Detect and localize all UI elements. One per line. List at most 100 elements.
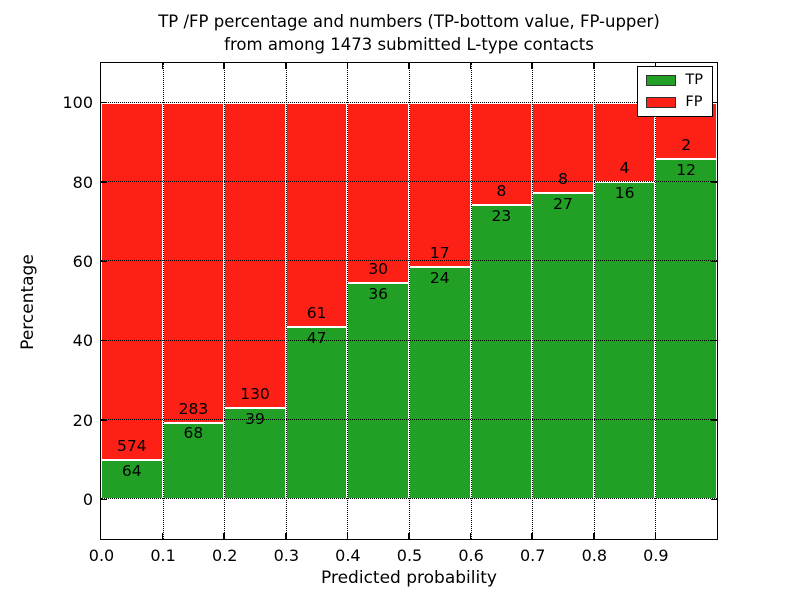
- x-tick-mark-top: [161, 63, 164, 69]
- vertical-gridline: [655, 63, 657, 539]
- tp-bar-segment: [655, 159, 717, 500]
- fp-count-label: 2: [681, 136, 692, 155]
- vertical-gridline: [409, 63, 410, 539]
- fp-count-label: 8: [558, 170, 568, 189]
- x-tick-label: 0.0: [88, 546, 115, 565]
- fp-bar-segment: [162, 102, 225, 423]
- y-tick-label: 100: [62, 93, 93, 113]
- legend-label-fp: FP: [685, 94, 703, 110]
- x-tick-mark-bottom: [408, 533, 410, 539]
- fp-bar-segment: [532, 102, 594, 194]
- x-tick-mark-top: [346, 63, 349, 69]
- fp-count-label: 130: [240, 384, 270, 403]
- x-tick-mark-top: [408, 63, 410, 69]
- x-tick-mark-top: [285, 63, 287, 69]
- tp-bar-segment: [285, 326, 348, 500]
- y-tick-mark-right: [711, 339, 717, 342]
- x-tick-mark-bottom: [346, 533, 349, 539]
- legend-item-tp: TP: [646, 73, 703, 88]
- y-tick-label: 60: [72, 251, 93, 271]
- x-axis-label: Predicted probability: [321, 568, 497, 588]
- vertical-gridline: [470, 63, 472, 539]
- tp-bar-segment: [347, 282, 409, 500]
- legend-label-tp: TP: [685, 72, 703, 88]
- fp-count-label: 8: [496, 182, 507, 201]
- fp-count-label: 4: [619, 159, 630, 177]
- x-tick-label: 0.2: [211, 546, 238, 565]
- fp-bar-segment: [470, 102, 533, 206]
- y-tick-label: 80: [72, 172, 93, 192]
- x-tick-mark-bottom: [161, 533, 164, 539]
- plot-area: 574 64 283 68 130 39 61 47 30 36 17 24 8 23 8 27 4 16 2 12 …: [100, 62, 718, 540]
- fp-bar-segment: [347, 102, 409, 283]
- tp-count-label: 27: [553, 195, 573, 214]
- x-tick-mark-bottom: [654, 533, 657, 539]
- y-tick-mark-left: [101, 498, 107, 501]
- fp-count-label: 61: [306, 303, 327, 322]
- y-tick-mark-right: [711, 181, 717, 183]
- tp-count-label: 39: [245, 409, 265, 428]
- fp-count-label: 574: [117, 436, 147, 455]
- vertical-gridline: [162, 63, 164, 539]
- tp-bar-segment: [532, 193, 594, 500]
- tp-count-label: 12: [676, 161, 697, 180]
- y-tick-label: 40: [72, 331, 93, 351]
- x-tick-mark-bottom: [223, 533, 225, 539]
- chart-title-line2: from among 1473 submitted L-type contact…: [224, 35, 594, 54]
- vertical-gridline: [347, 63, 349, 539]
- x-tick-mark-top: [223, 63, 225, 69]
- y-tick-mark-left: [101, 101, 107, 104]
- y-tick-mark-right: [711, 419, 717, 421]
- fp-bar-segment: [409, 102, 471, 268]
- legend: TP FP: [637, 66, 713, 117]
- y-tick-label: 0: [82, 489, 93, 509]
- fp-count-label: 283: [178, 399, 209, 418]
- legend-item-fp: FP: [646, 95, 703, 110]
- fp-count-label: 17: [429, 244, 450, 263]
- y-tick-mark-left: [101, 339, 107, 342]
- vertical-gridline: [285, 63, 287, 539]
- x-tick-label: 0.5: [396, 546, 423, 565]
- x-tick-label: 0.4: [335, 546, 361, 565]
- x-tick-mark-bottom: [593, 533, 595, 539]
- fp-bar-segment: [224, 102, 286, 408]
- vertical-gridline: [593, 63, 595, 539]
- x-tick-label: 0.9: [643, 546, 669, 565]
- tp-count-label: 47: [306, 328, 327, 347]
- tp-bar-segment: [101, 459, 163, 500]
- tp-count-label: 16: [614, 184, 635, 202]
- tp-bar-segment: [224, 407, 286, 500]
- y-tick-mark-left: [101, 419, 107, 421]
- tp-bar-segment: [470, 205, 533, 500]
- tp-count-label: 23: [491, 207, 512, 226]
- y-tick-mark-right: [711, 498, 717, 501]
- tp-count-label: 68: [183, 424, 204, 443]
- fp-swatch: [646, 97, 677, 108]
- chart-title-line1: TP /FP percentage and numbers (TP-bottom…: [158, 12, 660, 31]
- x-tick-label: 0.6: [458, 546, 484, 565]
- x-tick-mark-bottom: [285, 533, 287, 539]
- fp-bar-segment: [101, 102, 163, 460]
- x-tick-mark-top: [469, 63, 472, 69]
- tp-count-label: 24: [429, 269, 450, 288]
- y-tick-label: 20: [72, 410, 93, 430]
- x-tick-mark-top: [531, 63, 533, 69]
- fp-count-label: 30: [368, 259, 389, 278]
- tp-bar-segment: [409, 267, 471, 500]
- x-tick-label: 0.8: [581, 546, 608, 565]
- y-tick-mark-left: [101, 181, 107, 183]
- x-tick-mark-bottom: [531, 533, 533, 539]
- tp-count-label: 64: [121, 461, 142, 480]
- x-tick-label: 0.1: [150, 546, 176, 565]
- x-tick-mark-top: [593, 63, 595, 69]
- tp-bar-segment: [162, 422, 225, 500]
- y-tick-mark-left: [101, 260, 107, 263]
- x-tick-label: 0.3: [273, 546, 300, 565]
- tp-swatch: [646, 75, 677, 86]
- tp-bar-segment: [593, 182, 656, 500]
- fp-bar-segment: [285, 102, 348, 327]
- y-axis-label: Percentage: [18, 254, 38, 350]
- vertical-gridline: [532, 63, 534, 539]
- vertical-gridline: [224, 63, 226, 539]
